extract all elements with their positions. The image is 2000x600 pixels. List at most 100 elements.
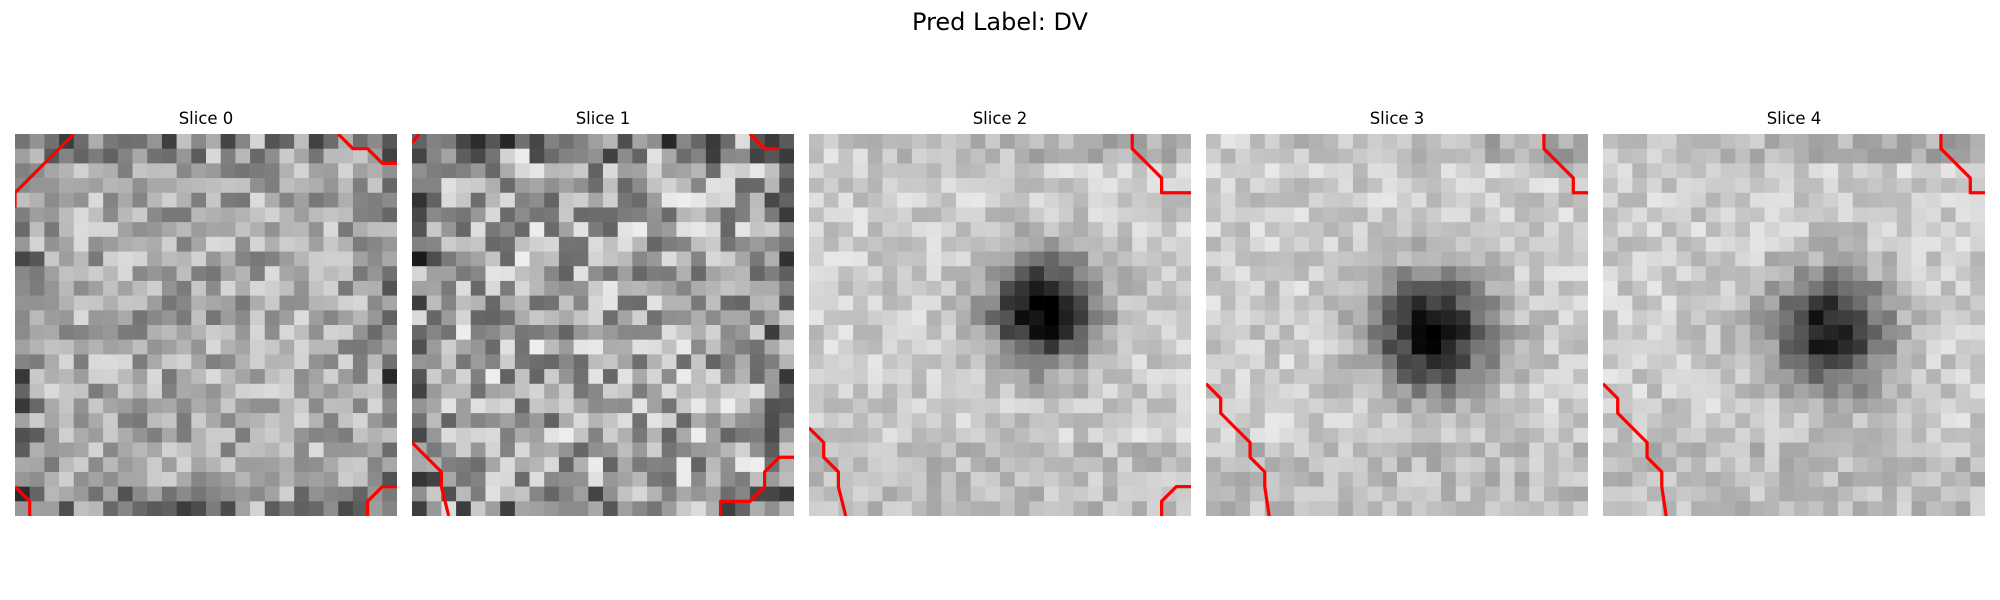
- slice-pixel: [1779, 443, 1794, 458]
- slice-pixel: [206, 398, 221, 413]
- slice-pixel: [44, 310, 59, 325]
- slice-pixel: [1794, 193, 1809, 208]
- slice-pixel: [1338, 325, 1353, 340]
- slice-pixel: [779, 340, 794, 355]
- slice-pixel: [103, 457, 118, 472]
- slice-pixel: [765, 163, 780, 178]
- slice-pixel: [1735, 237, 1750, 252]
- slice-pixel: [544, 207, 559, 222]
- slice-pixel: [324, 237, 339, 252]
- slice-pixel: [1426, 428, 1441, 443]
- slice-pixel: [1721, 472, 1736, 487]
- slice-pixel: [1412, 134, 1427, 149]
- slice-pixel: [706, 178, 721, 193]
- slice-pixel: [1603, 413, 1618, 428]
- slice-pixel: [530, 384, 545, 399]
- slice-pixel: [515, 207, 530, 222]
- slice-pixel: [1118, 149, 1133, 164]
- slice-pixel: [1941, 207, 1956, 222]
- slice-pixel: [1265, 340, 1280, 355]
- slice-pixel: [1029, 252, 1044, 267]
- slice-pixel: [1235, 310, 1250, 325]
- slice-pixel: [1882, 369, 1897, 384]
- slice-pixel: [1147, 149, 1162, 164]
- slice-pixel: [1206, 487, 1221, 502]
- slice-pixel: [1618, 340, 1633, 355]
- slice-pixel: [1765, 340, 1780, 355]
- slice-pixel: [721, 134, 736, 149]
- slice-pixel: [1867, 207, 1882, 222]
- slice-pixel: [1765, 369, 1780, 384]
- slice-pixel: [59, 222, 74, 237]
- slice-pixel: [779, 207, 794, 222]
- slice-pixel: [1838, 354, 1853, 369]
- slice-pixel: [1662, 340, 1677, 355]
- slice-pixel: [1206, 281, 1221, 296]
- slice-pixel: [427, 193, 442, 208]
- slice-pixel: [1456, 340, 1471, 355]
- slice-pixel: [574, 310, 589, 325]
- slice-pixel: [294, 428, 309, 443]
- slice-pixel: [603, 237, 618, 252]
- slice-pixel: [1559, 178, 1574, 193]
- slice-pixel: [412, 310, 427, 325]
- slice-pixel: [1559, 354, 1574, 369]
- slice-pixel: [1221, 501, 1236, 516]
- slice-pixel: [1456, 310, 1471, 325]
- slice-pixel: [1573, 237, 1588, 252]
- slice-pixel: [1000, 252, 1015, 267]
- slice-pixel: [441, 472, 456, 487]
- slice-pixel: [294, 163, 309, 178]
- slice-pixel: [1662, 178, 1677, 193]
- slice-pixel: [59, 501, 74, 516]
- slice-pixel: [338, 237, 353, 252]
- slice-pixel: [1735, 222, 1750, 237]
- slice-pixel: [1721, 207, 1736, 222]
- slice-pixel: [868, 252, 883, 267]
- slice-pixel: [1000, 325, 1015, 340]
- slice-pixel: [1853, 296, 1868, 311]
- slice-pixel: [1647, 193, 1662, 208]
- slice-pixel: [1279, 487, 1294, 502]
- slice-pixel: [1147, 501, 1162, 516]
- slice-pixel: [1279, 501, 1294, 516]
- slice-pixel: [1382, 340, 1397, 355]
- slice-pixel: [1294, 149, 1309, 164]
- slice-pixel: [882, 163, 897, 178]
- slice-pixel: [1515, 384, 1530, 399]
- slice-pixel: [353, 398, 368, 413]
- slice-pixel: [1176, 178, 1191, 193]
- slice-pixel: [1029, 472, 1044, 487]
- slice-pixel: [1794, 178, 1809, 193]
- slice-pixel: [1309, 207, 1324, 222]
- slice-pixel: [294, 149, 309, 164]
- slice-pixel: [1809, 266, 1824, 281]
- slice-pixel: [162, 266, 177, 281]
- slice-pixel: [838, 237, 853, 252]
- slice-pixel: [1338, 413, 1353, 428]
- slice-pixel: [691, 472, 706, 487]
- slice-pixel: [1412, 457, 1427, 472]
- slice-pixel: [279, 207, 294, 222]
- slice-pixel: [588, 501, 603, 516]
- slice-pixel: [912, 296, 927, 311]
- slice-pixel: [485, 178, 500, 193]
- slice-pixel: [279, 310, 294, 325]
- slice-pixel: [1103, 384, 1118, 399]
- slice-pixel: [1309, 163, 1324, 178]
- slice-pixel: [221, 413, 236, 428]
- slice-pixel: [750, 163, 765, 178]
- slice-pixel: [1324, 163, 1339, 178]
- slice-pixel: [1221, 296, 1236, 311]
- slice-pixel: [1632, 501, 1647, 516]
- slice-pixel: [500, 325, 515, 340]
- slice-pixel: [133, 413, 148, 428]
- slice-pixel: [1794, 472, 1809, 487]
- slice-pixel: [1235, 281, 1250, 296]
- slice-pixel: [897, 134, 912, 149]
- slice-pixel: [133, 472, 148, 487]
- slice-pixel: [1309, 222, 1324, 237]
- slice-pixel: [74, 369, 89, 384]
- slice-pixel: [1162, 369, 1177, 384]
- slice-pixel: [1059, 487, 1074, 502]
